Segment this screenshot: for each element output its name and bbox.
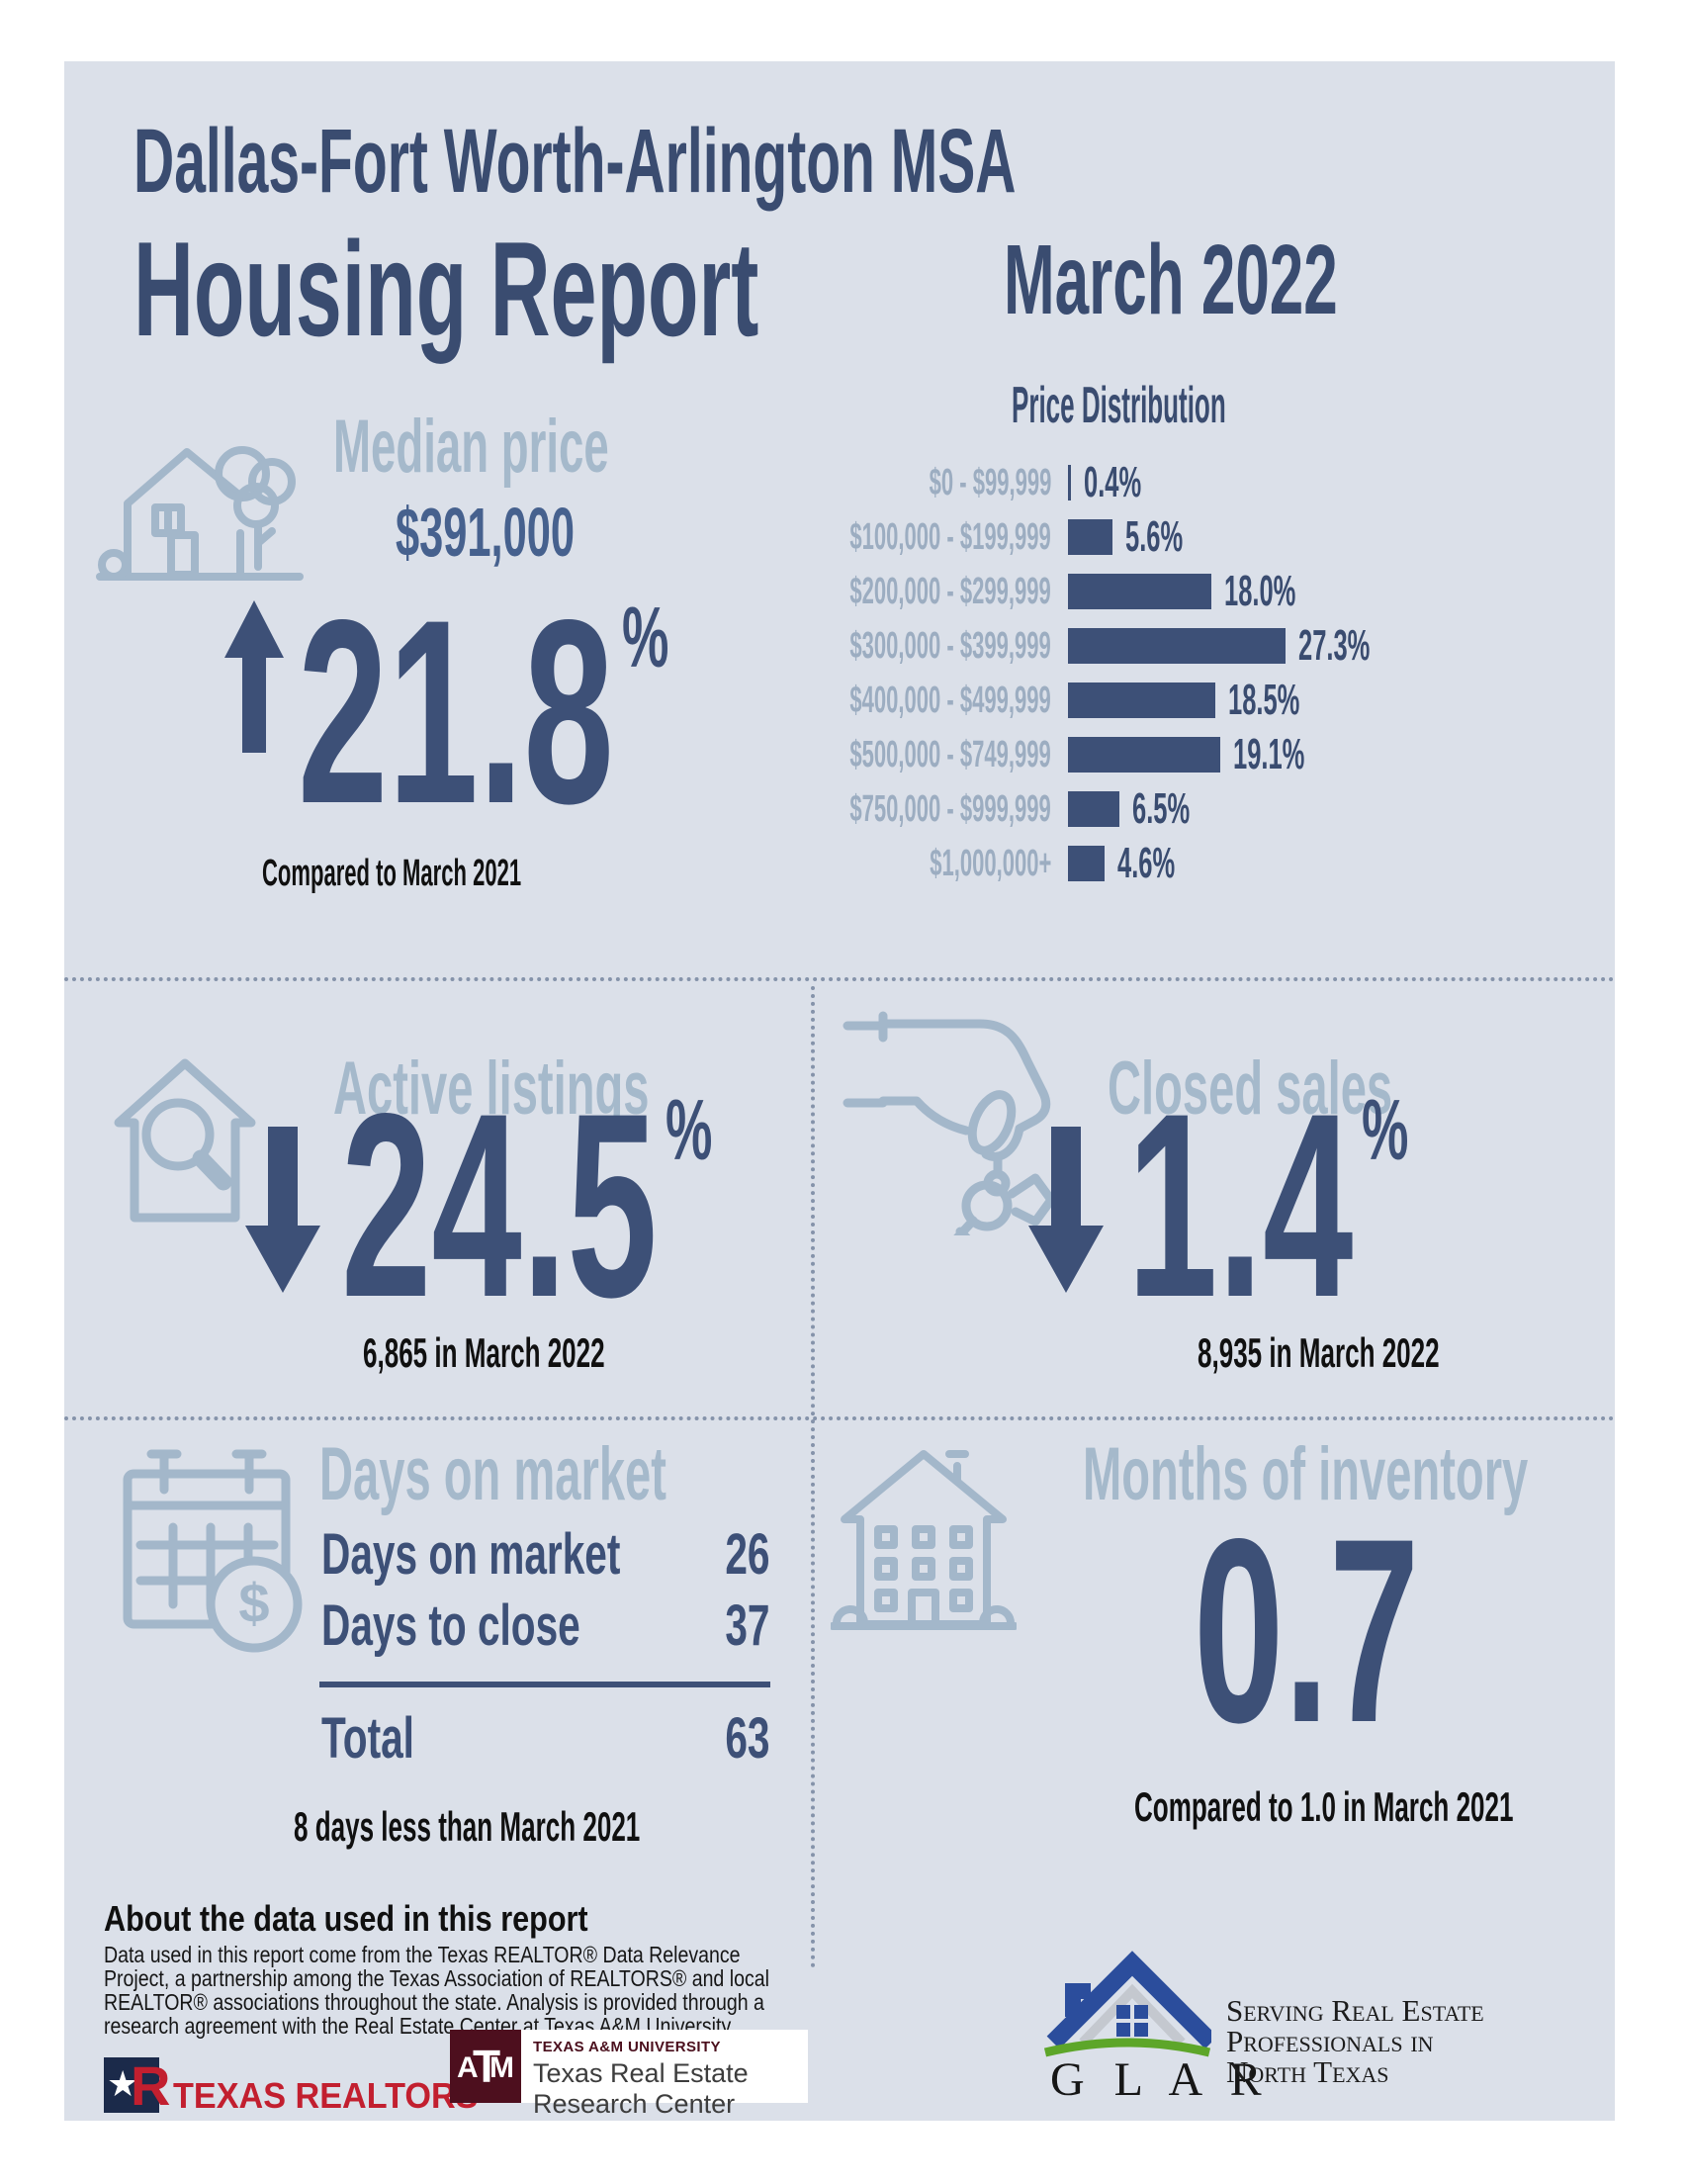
horizontal-divider-bottom — [64, 1416, 1615, 1420]
active-listings-section: Active listings 24.5 % 6,865 in March 20… — [64, 986, 811, 1426]
active-listings-change: 24.5 — [341, 1059, 658, 1352]
price-range-row: $1,000,000+ 4.6% — [677, 836, 1615, 890]
page-title: Housing Report — [133, 214, 759, 364]
tamu-monogram-icon: A T M — [450, 2030, 521, 2103]
median-price-heading: Median price — [333, 405, 609, 489]
price-range-row: $400,000 - $499,999 18.5% — [677, 673, 1615, 727]
glar-house-icon — [1043, 1951, 1211, 2057]
down-arrow-icon — [1028, 1127, 1104, 1293]
price-bar — [1068, 682, 1215, 718]
months-of-inventory-heading: Months of inventory — [1083, 1432, 1529, 1516]
price-bar — [1068, 790, 1119, 827]
price-distribution-chart: Price Distribution $0 - $99,999 0.4% $100,… — [677, 380, 1615, 977]
apartment-building-icon — [831, 1450, 1017, 1630]
calendar-dollar-icon: $ — [123, 1449, 303, 1653]
house-tree-icon — [96, 446, 304, 581]
median-price-section: Median price $391,000 21.8 % Compared to… — [64, 403, 717, 892]
about-heading: About the data used in this report — [104, 1898, 588, 1939]
price-range-label: $0 - $99,999 — [929, 461, 1051, 503]
days-on-market-heading: Days on market — [319, 1432, 666, 1516]
report-period: March 2022 — [1004, 225, 1338, 335]
price-share-value: 4.6% — [1117, 838, 1176, 887]
price-bar — [1068, 736, 1220, 773]
price-share-value: 6.5% — [1132, 783, 1191, 833]
up-arrow-icon — [224, 600, 284, 753]
price-range-row: $300,000 - $399,999 27.3% — [677, 618, 1615, 673]
house-magnifier-icon — [114, 1058, 256, 1223]
price-range-row: $500,000 - $749,999 19.1% — [677, 727, 1615, 781]
days-on-market-note: 8 days less than March 2021 — [294, 1803, 641, 1850]
closed-sales-note: 8,935 in March 2022 — [1198, 1329, 1440, 1376]
vertical-divider — [811, 986, 815, 1968]
price-range-row: $750,000 - $999,999 6.5% — [677, 781, 1615, 836]
region-title: Dallas-Fort Worth-Arlington MSA — [133, 111, 1017, 212]
dom-row-label: Days to close — [321, 1593, 580, 1658]
price-range-row: $0 - $99,999 0.4% — [677, 455, 1615, 509]
dom-total-label: Total — [321, 1706, 414, 1771]
glar-wordmark: G L A R — [1050, 2053, 1271, 2106]
months-of-inventory-note: Compared to 1.0 in March 2021 — [1134, 1783, 1514, 1830]
tamu-university-label: TEXAS A&M UNIVERSITY — [533, 2039, 721, 2055]
price-range-label: $500,000 - $749,999 — [849, 733, 1051, 775]
price-range-label: $300,000 - $399,999 — [849, 624, 1051, 667]
tamu-center-label: Texas Real Estate Research Center — [533, 2058, 749, 2119]
price-range-row: $100,000 - $199,999 5.6% — [677, 509, 1615, 564]
down-arrow-icon — [245, 1127, 320, 1293]
median-price-change: 21.8 — [298, 566, 614, 859]
dom-row-value: 26 — [725, 1522, 770, 1587]
price-bar — [1068, 518, 1112, 555]
price-range-label: $100,000 - $199,999 — [849, 515, 1051, 558]
months-of-inventory-value: 0.7 — [1194, 1485, 1420, 1777]
price-range-label: $750,000 - $999,999 — [849, 787, 1051, 830]
star-icon: ★ — [107, 2063, 139, 2104]
price-chart-rows: $0 - $99,999 0.4% $100,000 - $199,999 5.6% $… — [677, 455, 1615, 890]
price-share-value: 18.0% — [1224, 566, 1296, 615]
median-price-note: Compared to March 2021 — [262, 853, 522, 894]
report-card: Dallas-Fort Worth-Arlington MSA Housing … — [64, 61, 1615, 2121]
median-price-percent-sign: % — [622, 591, 669, 685]
texas-realtors-wordmark: TEXAS REALTORS® — [173, 2067, 504, 2114]
median-price-value: $391,000 — [396, 494, 576, 571]
dom-total-value: 63 — [725, 1706, 770, 1771]
closed-sales-heading: Closed sales — [1108, 1046, 1393, 1131]
price-bar — [1068, 627, 1286, 664]
active-listings-note: 6,865 in March 2022 — [363, 1329, 605, 1376]
closed-sales-section: Closed sales 1.4 % 8,935 in March 2022 — [828, 986, 1615, 1426]
price-range-label: $400,000 - $499,999 — [849, 679, 1051, 721]
texas-realtors-logo-icon: ★ R — [104, 2054, 170, 2117]
price-share-value: 27.3% — [1298, 620, 1371, 670]
price-range-label: $1,000,000+ — [929, 842, 1051, 884]
about-body: Data used in this report come from the T… — [104, 1942, 769, 2040]
dom-row-label: Days on market — [321, 1522, 621, 1587]
letter-r-mark: R — [131, 2054, 171, 2117]
active-listings-percent-sign: % — [666, 1083, 713, 1178]
dom-row-value: 37 — [725, 1593, 770, 1658]
closed-sales-percent-sign: % — [1362, 1083, 1409, 1178]
price-range-label: $200,000 - $299,999 — [849, 570, 1051, 612]
closed-sales-change: 1.4 — [1127, 1059, 1354, 1352]
total-rule — [319, 1682, 770, 1687]
tamu-research-center-logo: A T M TEXAS A&M UNIVERSITY Texas Real Es… — [450, 2030, 808, 2119]
price-share-value: 18.5% — [1228, 675, 1300, 724]
about-block: About the data used in this report Data … — [104, 1899, 826, 2121]
price-share-value: 5.6% — [1125, 511, 1184, 561]
glar-tagline: Serving Real Estate Professionals in Nor… — [1226, 1993, 1484, 2089]
glar-block: G L A R Serving Real Estate Professional… — [989, 1936, 1602, 2119]
price-bar — [1068, 464, 1071, 500]
horizontal-divider-top — [64, 977, 1615, 981]
active-listings-heading: Active listings — [333, 1046, 650, 1131]
price-share-value: 19.1% — [1233, 729, 1305, 778]
days-on-market-section: $ Days on market Days on market 26 Days … — [64, 1426, 811, 1941]
chart-title: Price Distribution — [1012, 377, 1226, 434]
price-range-row: $200,000 - $299,999 18.0% — [677, 564, 1615, 618]
svg-text:$: $ — [238, 1572, 269, 1634]
hand-keys-icon — [843, 1011, 1056, 1235]
price-bar — [1068, 573, 1211, 609]
price-bar — [1068, 845, 1105, 881]
price-share-value: 0.4% — [1084, 457, 1142, 506]
months-of-inventory-section: Months of inventory 0.7 Compared to 1.0 … — [828, 1426, 1615, 1941]
